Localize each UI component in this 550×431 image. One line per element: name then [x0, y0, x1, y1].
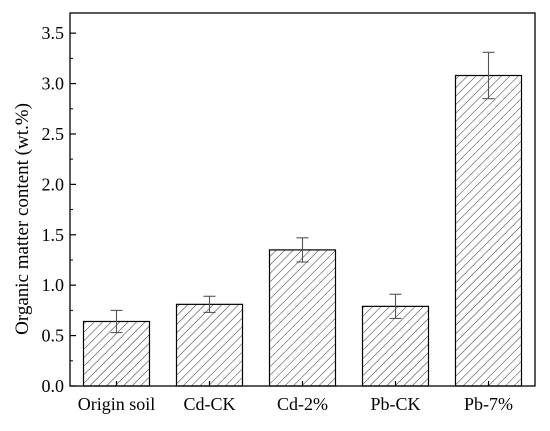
bar-2 [268, 249, 337, 387]
x-tick-label-4: Pb-7% [464, 394, 513, 414]
y-tick-label-4: 2.0 [42, 174, 65, 194]
y-tick-label-3: 1.5 [42, 225, 65, 245]
x-tick-label-0: Origin soil [78, 394, 156, 414]
bar-3 [361, 305, 430, 387]
y-tick-label-1: 0.5 [42, 326, 65, 346]
y-ticks-group: 0.0 0.5 1.0 1.5 2.0 2.5 3.0 3.5 [42, 23, 76, 396]
x-ticks-group: Origin soil Cd-CK Cd-2% Pb-CK Pb-7% [78, 381, 513, 414]
y-axis-title: Organic matter content (wt.%) [12, 103, 33, 335]
error-bar-2 [296, 237, 309, 263]
error-bars-group [110, 51, 495, 334]
y-tick-label-2: 1.0 [42, 275, 65, 295]
bar-4 [454, 74, 523, 387]
error-bar-1 [203, 295, 216, 313]
bar-1 [175, 303, 244, 387]
y-tick-label-5: 2.5 [42, 124, 65, 144]
x-tick-label-3: Pb-CK [370, 394, 420, 414]
error-bar-3 [389, 293, 402, 320]
bars-group [82, 74, 523, 387]
x-tick-label-2: Cd-2% [277, 394, 328, 414]
y-tick-label-7: 3.5 [42, 23, 65, 43]
y-tick-label-0: 0.0 [42, 376, 65, 396]
x-tick-label-1: Cd-CK [183, 394, 235, 414]
error-bar-4 [482, 51, 495, 100]
y-tick-label-6: 3.0 [42, 74, 65, 94]
error-bar-0 [110, 309, 123, 334]
